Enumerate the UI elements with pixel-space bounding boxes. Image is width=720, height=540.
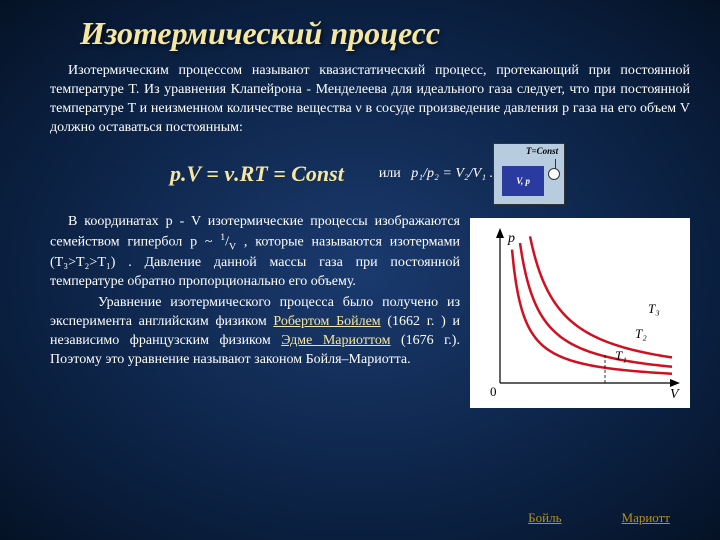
alt-prefix: или: [379, 166, 401, 181]
thermostat-diagram: T=Const V, p: [493, 143, 565, 205]
mariotte-bottom-link[interactable]: Мариотт: [622, 510, 670, 526]
svg-text:p: p: [507, 231, 515, 246]
svg-text:T₁: T₁: [615, 348, 627, 363]
main-equation: p.V = ν.RT = Const: [170, 161, 344, 187]
alt-eq-text: p₁/p₂ = V₂/V₁ .: [411, 166, 493, 181]
equation-row: p.V = ν.RT = Const или p₁/p₂ = V₂/V₁ . T…: [50, 143, 690, 205]
isotherm-chart: p V 0 T₁ T₂ T₃: [470, 218, 690, 408]
boyle-bottom-link[interactable]: Бойль: [528, 510, 561, 526]
svg-text:V: V: [670, 387, 680, 402]
thermo-bulb: [548, 168, 560, 180]
svg-text:T₃: T₃: [648, 301, 660, 316]
thermo-vessel: V, p: [502, 166, 544, 196]
svg-text:0: 0: [490, 384, 497, 399]
body-text: В координатах p - V изотермические проце…: [50, 213, 460, 408]
thermo-stem: [555, 159, 556, 169]
thermo-t-label: T=Const: [526, 146, 558, 156]
intro-paragraph: Изотермическим процессом называют квазис…: [50, 62, 690, 138]
mariotte-link[interactable]: Эдме Мариоттом: [281, 333, 390, 348]
boyle-link[interactable]: Робертом Бойлем: [273, 314, 380, 329]
slide-title: Изотермический процесс: [80, 15, 690, 52]
bottom-links: Бойль Мариотт: [528, 510, 670, 526]
frac-num: 1: [220, 232, 225, 243]
alt-equation: или p₁/p₂ = V₂/V₁ .: [379, 166, 493, 182]
svg-text:T₂: T₂: [635, 326, 647, 341]
